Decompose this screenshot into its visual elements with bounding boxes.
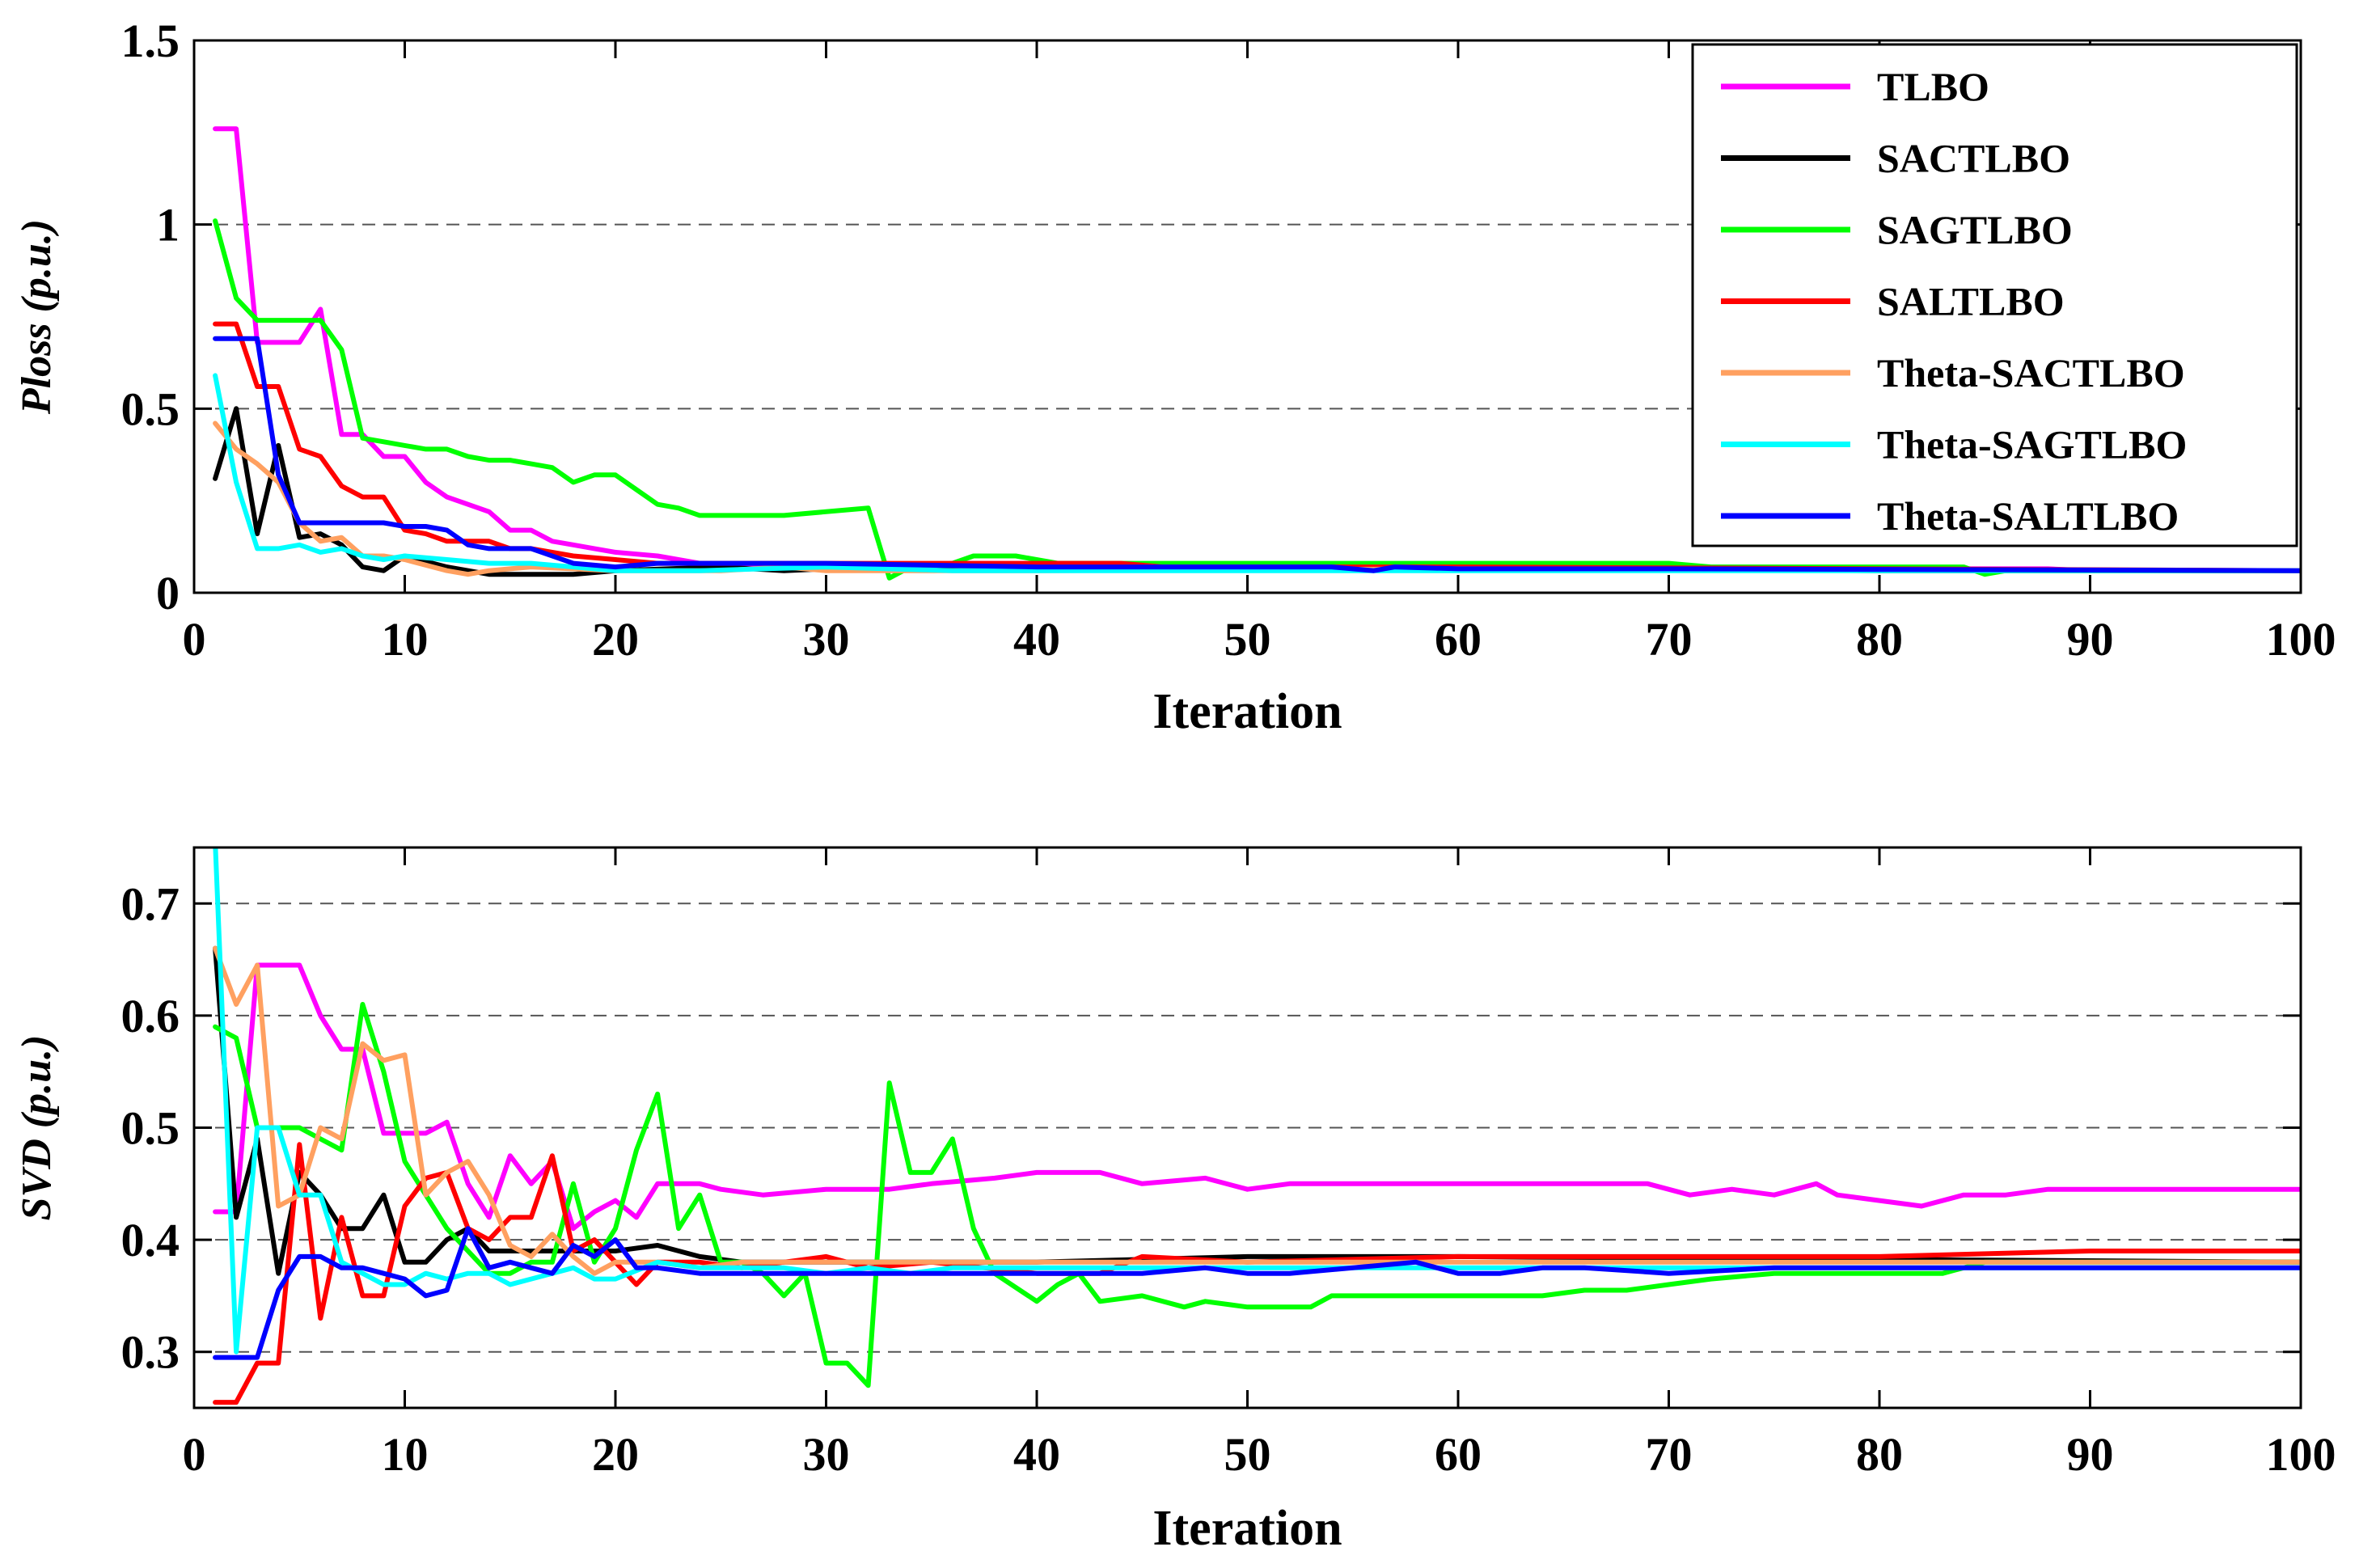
y-tick-label: 0.7 (121, 877, 180, 930)
x-tick-label: 50 (1224, 613, 1271, 666)
x-tick-label: 70 (1646, 613, 1693, 666)
series-line-theta-sagtlbo (213, 847, 2301, 1355)
x-tick-label: 60 (1435, 1428, 1482, 1481)
x-tick-label: 90 (2067, 1428, 2114, 1481)
y-tick-label: 1 (156, 199, 180, 251)
legend: TLBO SACTLBO SAGTLBO SALTLBO Theta-SACTLBO Th… (1691, 43, 2298, 547)
legend-label: SACTLBO (1877, 136, 2070, 181)
legend-label: Theta-SACTLBO (1877, 350, 2185, 395)
series-line-tlbo (213, 962, 2301, 1232)
x-tick-label: 10 (382, 1428, 429, 1481)
legend-label: SALTLBO (1877, 279, 2065, 324)
y-tick-label: 0 (156, 567, 180, 619)
legend-box (1691, 43, 2298, 547)
series-line-sactlbo (213, 945, 2301, 1276)
series-line-sagtlbo (213, 218, 2301, 581)
chart-1: 0 10 20 30 40 50 60 70 80 90 100 0 0.5 1 1.5 Iteration P… (14, 15, 2336, 739)
legend-label: SAGTLBO (1877, 207, 2073, 252)
y-tick-label: 0.3 (121, 1326, 180, 1379)
x-tick-label: 10 (382, 613, 429, 666)
y-axis-label: SVD (p.u.) (14, 1035, 60, 1221)
y-tick-label: 0.5 (121, 382, 180, 435)
x-tick-label: 100 (2266, 613, 2336, 666)
x-tick-label: 80 (1856, 1428, 1903, 1481)
x-tick-label: 80 (1856, 613, 1903, 666)
x-axis-label: Iteration (1152, 1501, 1342, 1556)
x-axis-label: Iteration (1152, 684, 1342, 739)
series-line-theta-saltlbo (213, 336, 2301, 573)
x-tick-label: 40 (1013, 613, 1060, 666)
legend-label: Theta-SAGTLBO (1877, 422, 2187, 467)
x-tick-label: 30 (803, 1428, 850, 1481)
y-tick-label: 0.5 (121, 1102, 180, 1155)
x-tick-label: 50 (1224, 1428, 1271, 1481)
x-tick-label: 40 (1013, 1428, 1060, 1481)
series-line-theta-sactlbo (213, 945, 2301, 1276)
x-tick-label: 20 (592, 613, 639, 666)
legend-label: Theta-SALTLBO (1877, 493, 2179, 539)
x-tick-label: 90 (2067, 613, 2114, 666)
series-line-theta-sagtlbo (213, 373, 2301, 573)
y-tick-label: 1.5 (121, 15, 180, 67)
x-tick-label: 20 (592, 1428, 639, 1481)
x-tick-label: 60 (1435, 613, 1482, 666)
y-tick-label: 0.4 (121, 1214, 180, 1266)
x-tick-label: 0 (183, 613, 206, 666)
series-line-theta-saltlbo (213, 1226, 2301, 1360)
y-axis-label: Ploss (p.u.) (14, 219, 60, 415)
x-tick-label: 0 (183, 1428, 206, 1481)
x-tick-label: 70 (1646, 1428, 1693, 1481)
series-line-sagtlbo (213, 1002, 2301, 1388)
x-tick-label: 30 (803, 613, 850, 666)
chart-2: 0 10 20 30 40 50 60 70 80 90 100 0.3 0.4 0.5 0.6 0.7 Ite… (14, 846, 2336, 1556)
x-tick-label: 100 (2266, 1428, 2336, 1481)
legend-label: TLBO (1877, 64, 1989, 109)
y-tick-label: 0.6 (121, 990, 180, 1042)
series-line-saltlbo (213, 1142, 2301, 1405)
